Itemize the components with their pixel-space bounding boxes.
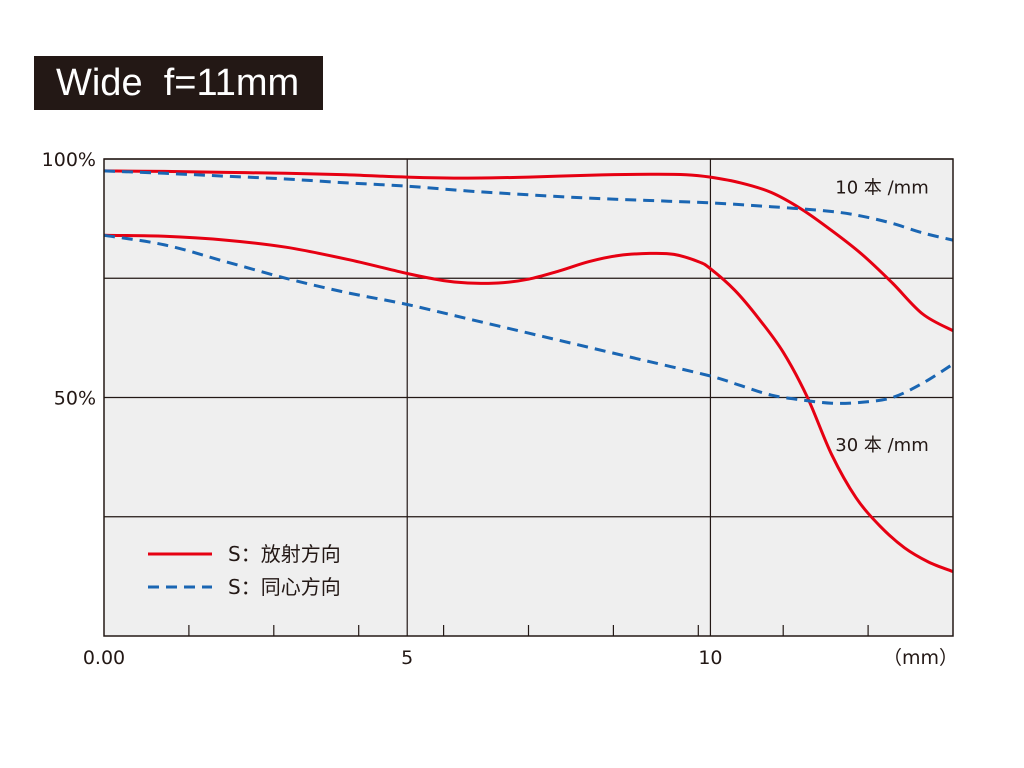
x-unit-label: （mm） <box>883 647 958 669</box>
chart-title: Wide f=11mm <box>34 56 323 110</box>
series-line-2 <box>103 169 954 242</box>
legend-label: S：放射方向 <box>228 542 341 566</box>
legend: S：放射方向 S：同心方向 <box>148 542 341 599</box>
annotation-label: 30 本 /mm <box>835 435 928 456</box>
series-line-1 <box>103 169 954 333</box>
axis-labels: 0.00 5 10 100% 50% （mm） <box>42 149 958 669</box>
series-line-3 <box>103 233 954 573</box>
x-tick-label: 0.00 <box>83 647 125 669</box>
annotation-label: 10 本 /mm <box>835 178 928 199</box>
series-line-4 <box>103 233 954 405</box>
y-tick-label: 100% <box>42 149 96 171</box>
y-tick-label: 50% <box>54 388 96 410</box>
legend-label: S：同心方向 <box>228 575 341 599</box>
annotations: 10 本 /mm 30 本 /mm <box>835 178 928 457</box>
series-lines <box>103 169 954 573</box>
x-tick-label: 10 <box>698 647 722 669</box>
minor-ticks <box>188 625 869 636</box>
x-tick-label: 5 <box>401 647 413 669</box>
